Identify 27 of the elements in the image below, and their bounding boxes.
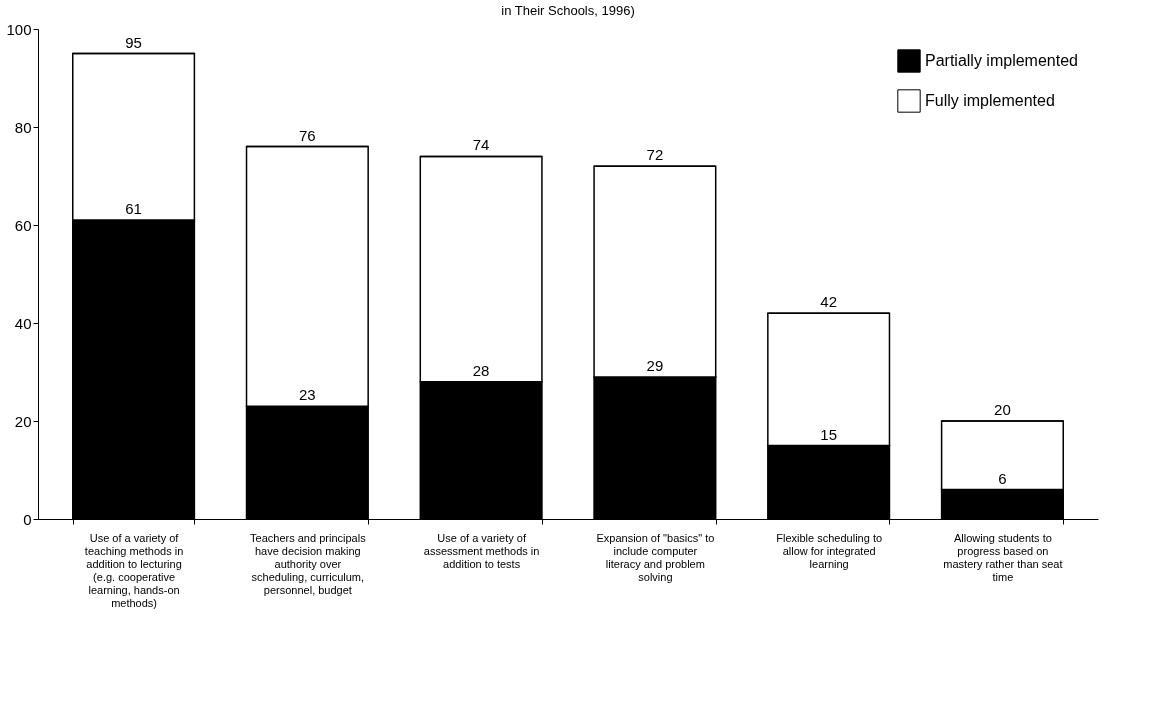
data-label: 6 xyxy=(998,469,1007,487)
x-tick-label: Use of a variety of assessment methods in addition to tests xyxy=(423,531,540,570)
y-tick-label: 100 xyxy=(6,20,32,38)
total-label: 95 xyxy=(125,33,142,51)
y-tick-label: 40 xyxy=(14,314,32,332)
y-tick-label: 80 xyxy=(14,118,32,136)
total-label: 74 xyxy=(472,136,490,154)
legend-label: Fully implemented xyxy=(925,92,1055,109)
x-tick-label: Teachers and principals have decision making authority over scheduling, curriculum, personnel, budget xyxy=(250,531,367,596)
y-tick-label: 60 xyxy=(14,216,32,234)
data-label: 15 xyxy=(820,425,837,443)
legend-label: Partially implemented xyxy=(925,52,1078,69)
chart-title: in Their Schools, 1996) xyxy=(501,3,635,18)
x-tick-label: Allowing students to progress based on mastery rather than seat time xyxy=(943,531,1063,583)
x-tick-label: Use of a variety of teaching methods in addition to lecturing (e.g. cooperative learning, hands-on methods) xyxy=(84,531,184,609)
y-tick-label: 20 xyxy=(14,412,32,430)
total-label: 72 xyxy=(646,146,664,164)
data-label: 61 xyxy=(125,200,142,218)
data-label: 29 xyxy=(646,356,664,374)
data-label: 28 xyxy=(472,361,490,379)
data-label: 23 xyxy=(299,386,316,404)
total-label: 20 xyxy=(994,401,1011,418)
total-label: 42 xyxy=(820,293,837,311)
x-tick-label: Expansion of "basics" to include computer literacy and problem solving xyxy=(596,531,715,583)
x-tick-label: Flexible scheduling to allow for integrated learning xyxy=(776,531,883,570)
total-label: 76 xyxy=(299,126,316,144)
y-tick-label: 0 xyxy=(23,510,32,528)
